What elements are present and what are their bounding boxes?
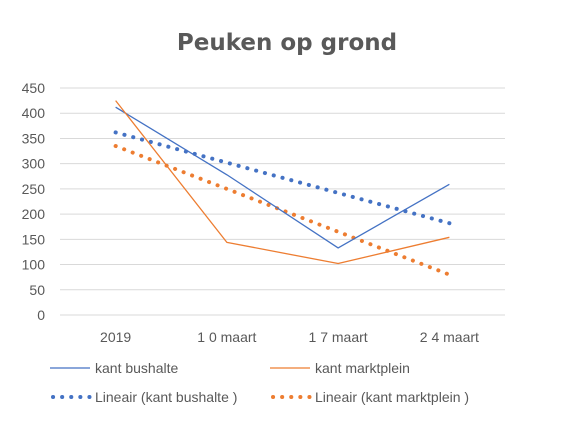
legend: kant bushalte kant marktplein Lineair (kan… (50, 360, 469, 405)
x-tick-label: 2019 (100, 329, 131, 345)
x-tick-label: 1 0 maart (197, 329, 256, 345)
y-tick-label: 250 (22, 181, 46, 197)
chart-title: Peuken op grond (176, 30, 398, 56)
y-tick-label: 150 (22, 231, 46, 247)
gridlines (60, 87, 505, 316)
y-tick-label: 0 (37, 307, 45, 323)
y-axis-ticks: 0 50 100 150 200 250 300 350 400 450 (22, 80, 46, 323)
y-tick-label: 300 (22, 156, 46, 172)
y-tick-label: 200 (22, 206, 46, 222)
y-tick-label: 50 (29, 282, 45, 298)
series-line-3 (113, 130, 452, 226)
legend-label: Lineair (kant bushalte ) (95, 389, 237, 405)
legend-label: kant marktplein (315, 360, 410, 376)
y-tick-label: 400 (22, 105, 46, 121)
x-axis-ticks: 2019 1 0 maart 1 7 maart 2 4 maart (100, 329, 479, 345)
series-line-1 (115, 106, 450, 249)
y-tick-label: 450 (22, 80, 46, 96)
y-tick-label: 350 (22, 130, 46, 146)
x-tick-label: 1 7 maart (309, 329, 368, 345)
legend-label: kant bushalte (95, 360, 178, 376)
legend-label: Lineair (kant marktplein ) (315, 389, 469, 405)
series-line-2 (115, 100, 450, 265)
x-tick-label: 2 4 maart (420, 329, 479, 345)
series-lines (113, 100, 452, 277)
y-tick-label: 100 (22, 257, 46, 273)
